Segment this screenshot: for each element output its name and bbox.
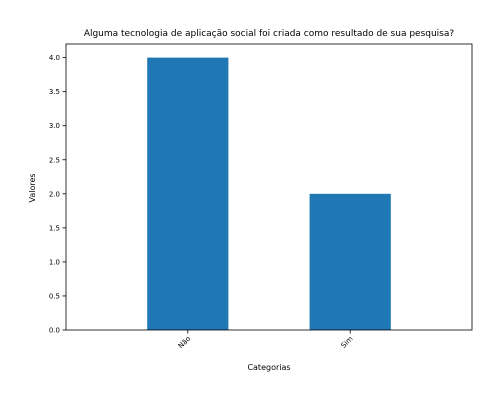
x-tick-label: Não: [177, 335, 192, 350]
y-tick-label: 0.0: [49, 327, 60, 335]
y-axis-label: Valores: [28, 173, 37, 202]
chart-title: Alguma tecnologia de aplicação social fo…: [84, 29, 455, 39]
y-tick-label: 2.5: [49, 156, 60, 164]
bar-1: [309, 193, 391, 330]
bars-group: [147, 57, 391, 331]
y-axis-ticks: 0.0 0.5 1.0 1.5 2.0 2.5 3.0 3.5 4.0: [49, 54, 66, 335]
y-tick-label: 0.5: [49, 292, 60, 300]
y-tick-label: 3.5: [49, 88, 60, 96]
x-axis-label: Categorias: [247, 363, 290, 372]
y-tick-label: 2.0: [49, 190, 60, 198]
y-tick-label: 4.0: [49, 54, 60, 62]
plot-frame: [65, 43, 473, 331]
bar-0: [147, 57, 229, 331]
x-tick-label: Sim: [340, 335, 355, 350]
x-axis-ticks: Não Sim: [177, 330, 355, 350]
y-tick-label: 1.5: [49, 224, 60, 232]
y-tick-label: 1.0: [49, 258, 60, 266]
y-tick-label: 3.0: [49, 122, 60, 130]
